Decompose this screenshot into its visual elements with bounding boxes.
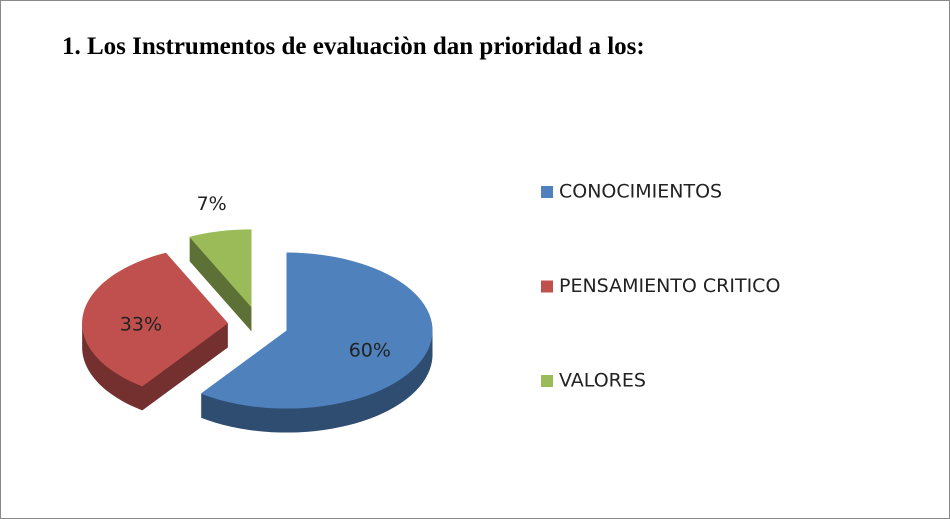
slice <box>200 252 433 409</box>
data-label: 60% <box>349 340 391 362</box>
legend-label: PENSAMIENTO CRITICO <box>559 275 780 297</box>
slice <box>82 252 229 387</box>
slice <box>189 229 252 308</box>
legend-swatch <box>541 375 553 387</box>
chart-title: 1. Los Instrumentos de evaluaciòn dan pr… <box>62 33 645 60</box>
legend-label: VALORES <box>559 370 646 392</box>
legend-swatch <box>541 186 553 198</box>
legend-swatch <box>541 280 553 293</box>
data-label: 7% <box>197 193 227 215</box>
legend-label: CONOCIMIENTOS <box>559 181 722 203</box>
data-label: 33% <box>120 313 162 335</box>
